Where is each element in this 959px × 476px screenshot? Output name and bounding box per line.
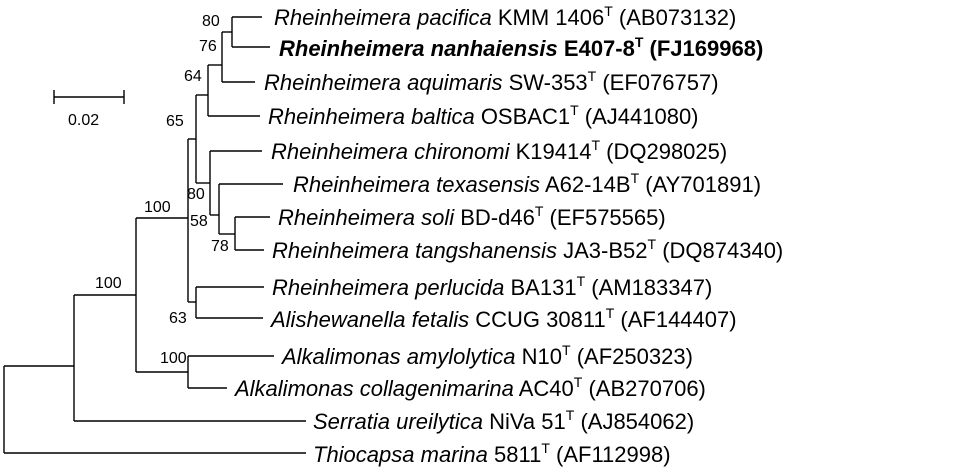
scale-bar-label: 0.02 <box>68 112 99 129</box>
scale-bar: 0.02 <box>53 90 125 129</box>
bootstrap-value: 63 <box>169 310 187 327</box>
taxon-label: Rheinheimera nanhaiensis E407-8T (FJ1699… <box>279 34 763 61</box>
bootstrap-value: 58 <box>190 213 208 230</box>
taxon-label: Rheinheimera texasensis A62-14BT (AY7018… <box>293 170 761 197</box>
bootstrap-value: 100 <box>160 350 187 367</box>
bootstrap-values: 80 76 64 65 80 58 78 100 63 100 100 <box>95 13 229 367</box>
taxon-label: Rheinheimera chironomi K19414T (DQ298025… <box>271 137 727 164</box>
bootstrap-value: 76 <box>199 38 217 55</box>
taxon-label: Thiocapsa marina 5811T (AF112998) <box>313 440 671 467</box>
bootstrap-value: 78 <box>211 238 229 255</box>
bootstrap-value: 65 <box>166 113 184 130</box>
taxon-label: Serratia ureilytica NiVa 51T (AJ854062) <box>313 407 694 434</box>
taxon-label: Rheinheimera soli BD-d46T (EF575565) <box>278 203 666 230</box>
bootstrap-value: 100 <box>95 275 122 292</box>
taxon-label: Rheinheimera baltica OSBAC1T (AJ441080) <box>268 102 699 129</box>
taxon-label: Rheinheimera aquimaris SW-353T (EF076757… <box>264 68 719 95</box>
taxon-label: Alishewanella fetalis CCUG 30811T (AF144… <box>269 305 737 332</box>
bootstrap-value: 80 <box>187 186 205 203</box>
bootstrap-value: 100 <box>144 199 171 216</box>
bootstrap-value: 80 <box>202 13 220 30</box>
taxon-label: Alkalimonas collagenimarina AC40T (AB270… <box>233 374 706 401</box>
taxon-label: Alkalimonas amylolytica N10T (AF250323) <box>280 342 693 369</box>
bootstrap-value: 64 <box>184 68 202 85</box>
tree-branches <box>3 16 306 454</box>
taxon-label: Rheinheimera perlucida BA131T (AM183347) <box>272 273 712 300</box>
taxon-label: Rheinheimera tangshanensis JA3-B52T (DQ8… <box>272 236 783 263</box>
taxon-labels: Rheinheimera pacifica KMM 1406T (AB07313… <box>233 3 783 467</box>
taxon-label: Rheinheimera pacifica KMM 1406T (AB07313… <box>274 3 736 30</box>
